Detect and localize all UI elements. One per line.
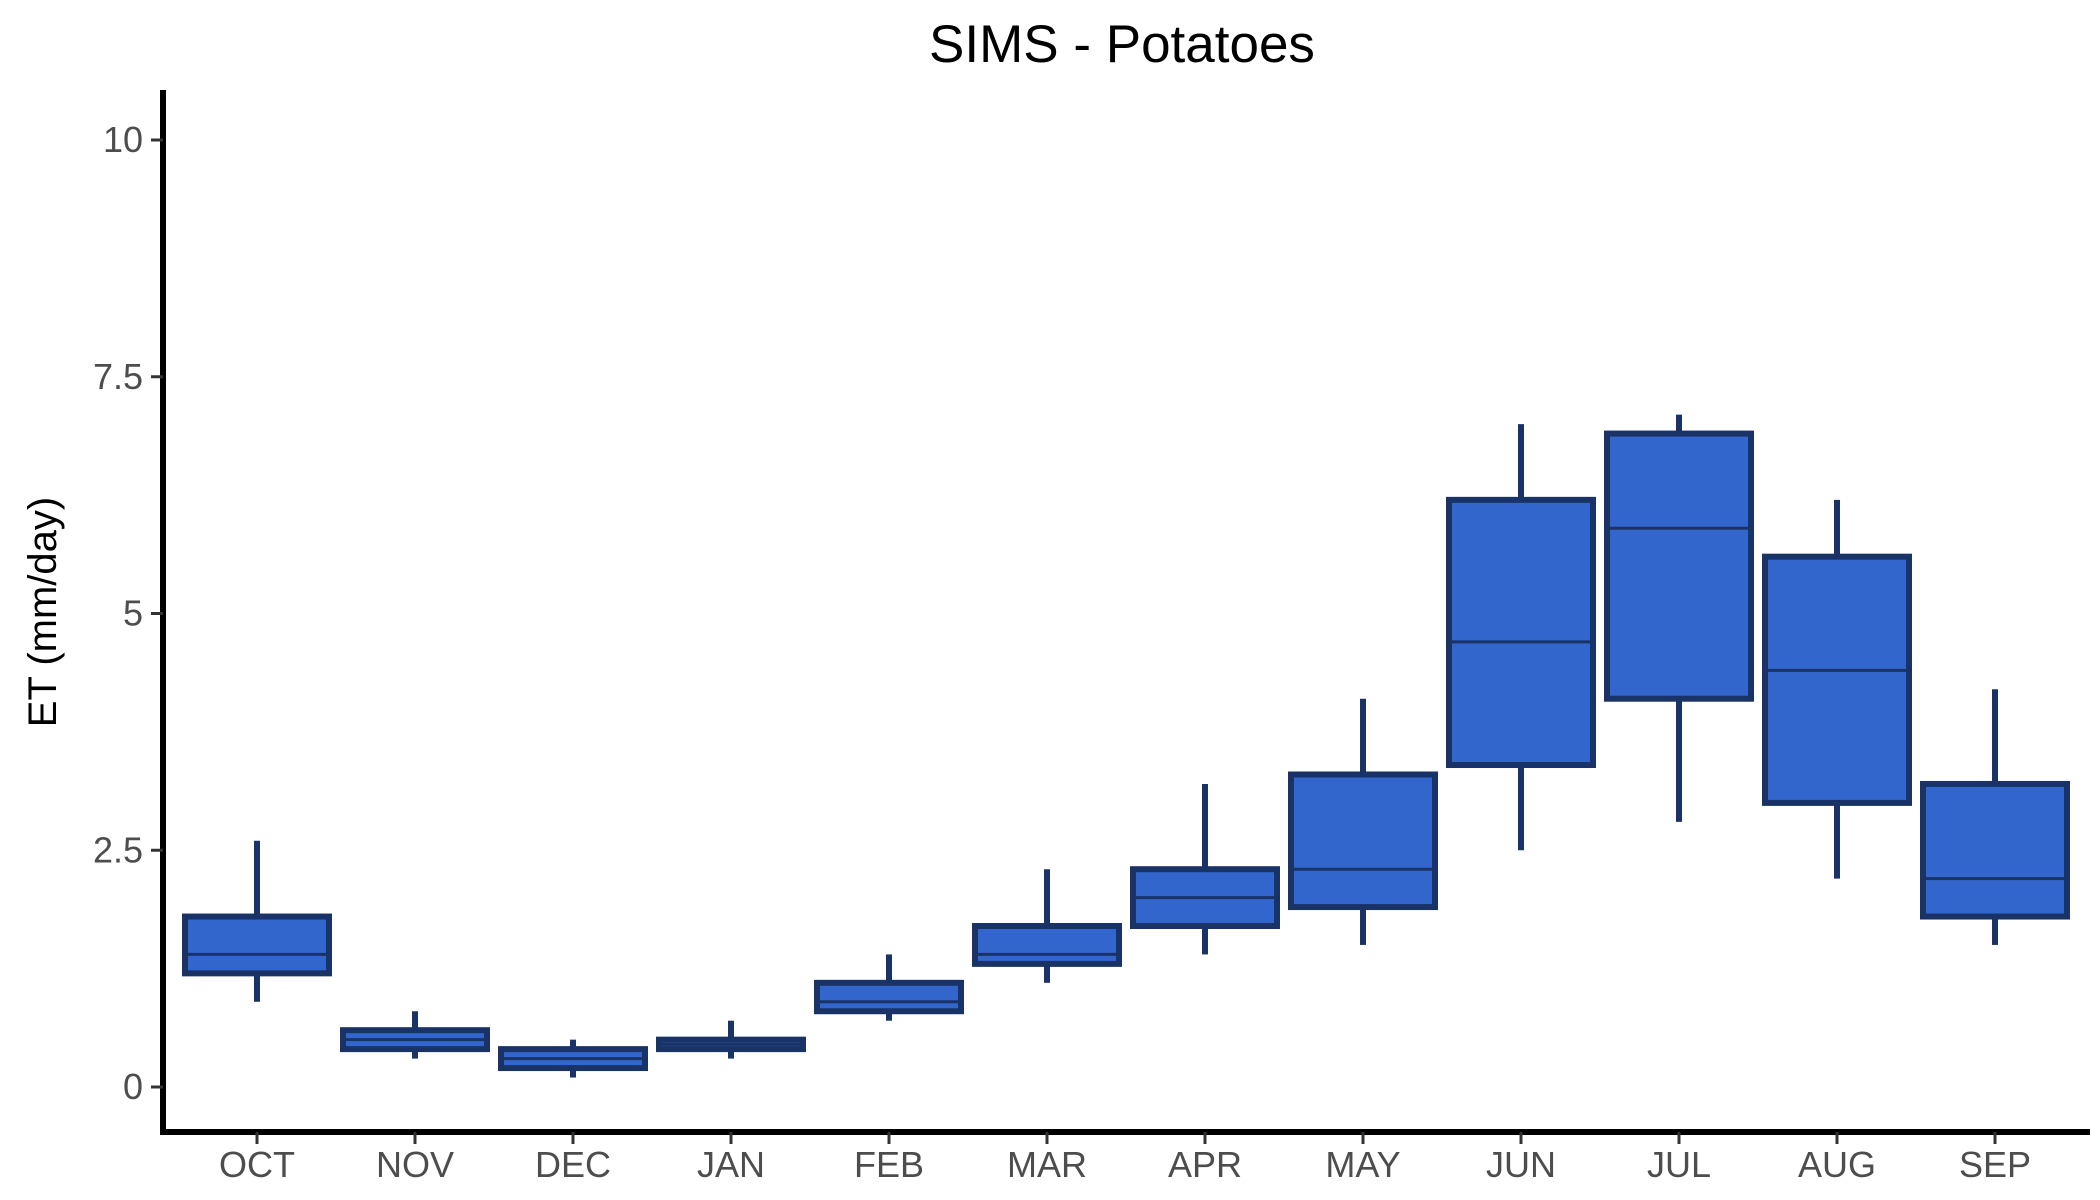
box-jun [1446, 424, 1596, 851]
plot-area: 0 2.5 5 7.5 10 OCT NOV DEC JAN FEB MAR APR MAY JUN JUL… [93, 90, 2090, 1185]
box-body [972, 923, 1122, 967]
x-tick-label: MAY [1325, 1144, 1400, 1185]
y-tick-label: 10 [103, 119, 143, 160]
y-axis-title: ET (mm/day) [21, 497, 65, 727]
box-body [814, 979, 964, 1015]
box-body [1604, 430, 1754, 702]
x-tick-label: DEC [535, 1144, 611, 1185]
x-tick-label: JAN [697, 1144, 765, 1185]
box-jan [656, 1020, 806, 1059]
box-body [182, 913, 332, 977]
box-mar [972, 869, 1122, 983]
box-dec [498, 1039, 648, 1078]
box-body [1288, 771, 1438, 911]
box-feb [814, 954, 964, 1021]
x-tick-label: OCT [219, 1144, 295, 1185]
y-tick-label: 0 [123, 1066, 143, 1107]
box-may [1288, 698, 1438, 945]
chart-title: SIMS - Potatoes [929, 15, 1315, 74]
y-tick-label: 5 [123, 593, 143, 634]
x-tick-label: AUG [1798, 1144, 1876, 1185]
box-jul [1604, 414, 1754, 822]
box-oct [182, 840, 332, 1002]
x-tick-label: NOV [376, 1144, 454, 1185]
box-body [1446, 496, 1596, 769]
x-tick-label: APR [1168, 1144, 1242, 1185]
box-aug [1762, 499, 1912, 879]
box-nov [340, 1011, 490, 1059]
box-sep [1920, 689, 2070, 945]
y-tick-label: 2.5 [93, 829, 143, 870]
box-body [1920, 780, 2070, 920]
x-tick-label: MAR [1007, 1144, 1087, 1185]
x-tick-label: JUN [1486, 1144, 1556, 1185]
box-apr [1130, 783, 1280, 955]
x-tick-label: SEP [1959, 1144, 2031, 1185]
y-tick-label: 7.5 [93, 356, 143, 397]
x-tick-label: JUL [1647, 1144, 1711, 1185]
box-body [1762, 553, 1912, 806]
x-tick-label: FEB [854, 1144, 924, 1185]
